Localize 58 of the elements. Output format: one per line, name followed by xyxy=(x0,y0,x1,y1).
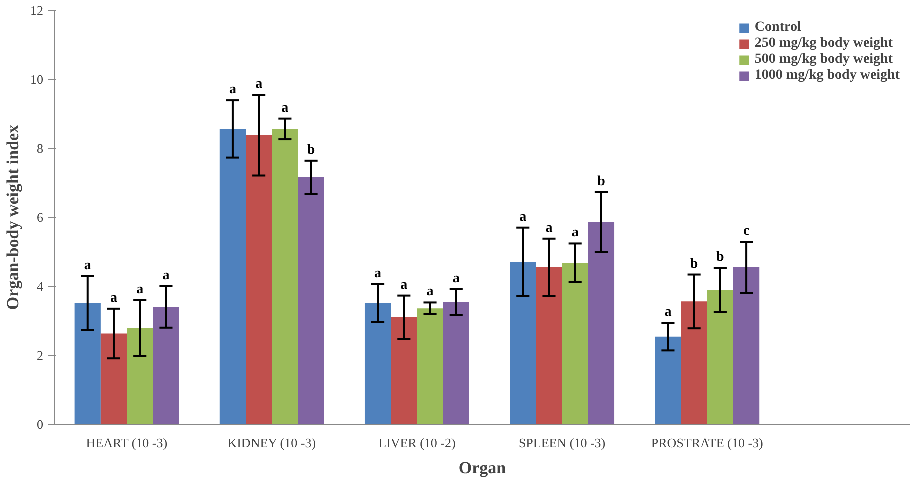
bar xyxy=(298,177,324,424)
bar xyxy=(127,328,154,424)
bar xyxy=(536,268,562,424)
y-tick-label: 4 xyxy=(37,279,44,294)
data-label: a xyxy=(84,258,92,274)
bar xyxy=(246,135,272,424)
data-label: a xyxy=(374,266,382,282)
data-label: b xyxy=(716,250,725,266)
bar xyxy=(655,336,682,424)
x-tick-label: LIVER (10 -2) xyxy=(378,436,456,450)
data-label: a xyxy=(546,220,553,236)
data-label: a xyxy=(520,210,527,225)
bar xyxy=(272,129,298,424)
y-tick-label: 12 xyxy=(30,3,44,18)
data-label: a xyxy=(664,305,672,320)
legend-label: Control xyxy=(754,20,802,36)
bar xyxy=(562,263,588,424)
data-label: b xyxy=(598,174,606,190)
bar xyxy=(100,334,128,424)
data-label: a xyxy=(256,77,263,92)
data-label: a xyxy=(136,282,144,298)
bar xyxy=(74,303,101,424)
bar xyxy=(733,268,760,424)
data-label: a xyxy=(452,271,460,286)
x-tick-label: HEART (10 -3) xyxy=(86,436,168,450)
bar xyxy=(417,308,444,424)
data-label: a xyxy=(110,290,118,306)
y-tick-label: 0 xyxy=(37,417,44,432)
y-tick-label: 6 xyxy=(37,210,44,225)
bar xyxy=(707,290,734,424)
data-label: a xyxy=(400,278,408,293)
bar xyxy=(510,262,536,424)
y-axis-title: Organ-body weight index xyxy=(4,124,22,310)
legend-label: 1000 mg/kg body weight xyxy=(754,68,900,84)
data-label: c xyxy=(743,224,750,239)
x-tick-label: KIDNEY (10 -3) xyxy=(228,436,316,450)
y-tick-label: 10 xyxy=(30,72,44,87)
x-axis-title: Organ xyxy=(458,458,507,478)
y-tick-label: 8 xyxy=(37,141,44,156)
x-tick-label: PROSTRATE (10 -3) xyxy=(651,436,764,450)
data-label: a xyxy=(162,268,170,284)
data-label: b xyxy=(307,142,316,158)
bar xyxy=(364,303,392,424)
data-label: a xyxy=(572,226,579,241)
data-label: a xyxy=(426,284,434,300)
bar xyxy=(391,318,418,424)
bar xyxy=(443,302,470,424)
data-label: a xyxy=(229,82,236,98)
bar xyxy=(220,129,246,424)
legend-label: 250 mg/kg body weight xyxy=(754,36,893,52)
x-tick-label: SPLEEN (10 -3) xyxy=(518,436,606,450)
bar xyxy=(681,302,708,424)
legend-label: 500 mg/kg body weight xyxy=(754,52,893,68)
bar xyxy=(588,222,615,424)
data-label: a xyxy=(282,100,289,116)
data-label: b xyxy=(690,256,698,272)
bar xyxy=(153,307,180,424)
y-tick-label: 2 xyxy=(37,348,44,363)
